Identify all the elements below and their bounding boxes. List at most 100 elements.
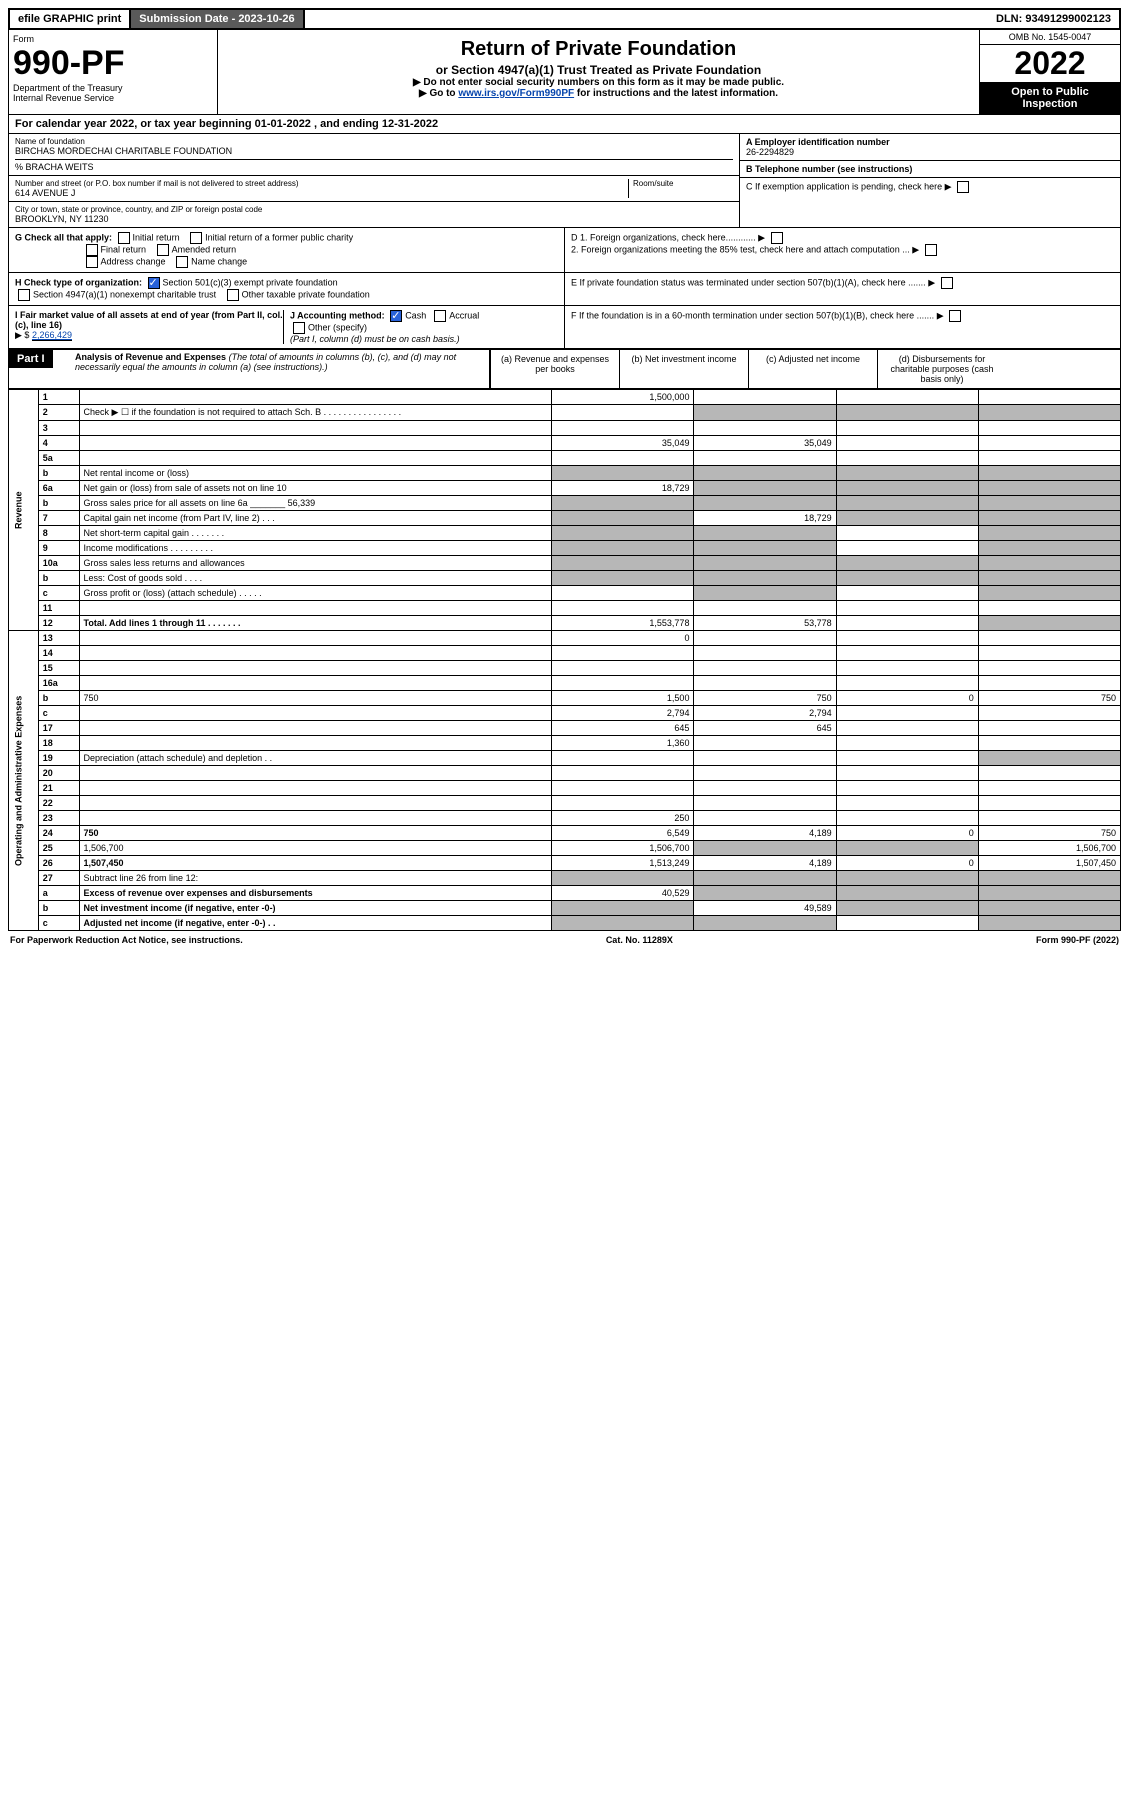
amount-b bbox=[694, 766, 836, 781]
amount-d bbox=[978, 541, 1120, 556]
amount-a bbox=[552, 511, 694, 526]
g-addr-cb[interactable] bbox=[86, 256, 98, 268]
g-initial-cb[interactable] bbox=[118, 232, 130, 244]
h-4947-cb[interactable] bbox=[18, 289, 30, 301]
amount-b bbox=[694, 405, 836, 421]
efile-label[interactable]: efile GRAPHIC print bbox=[10, 10, 131, 28]
amount-d bbox=[978, 781, 1120, 796]
h-other-cb[interactable] bbox=[227, 289, 239, 301]
g-name-cb[interactable] bbox=[176, 256, 188, 268]
line-number: c bbox=[38, 586, 79, 601]
amount-b bbox=[694, 661, 836, 676]
amount-c bbox=[836, 616, 978, 631]
city-state-zip: BROOKLYN, NY 11230 bbox=[15, 214, 733, 224]
calendar-year-row: For calendar year 2022, or tax year begi… bbox=[8, 115, 1121, 134]
amount-d bbox=[978, 556, 1120, 571]
ij-row: I Fair market value of all assets at end… bbox=[8, 306, 1121, 349]
amount-b bbox=[694, 481, 836, 496]
d1-checkbox[interactable] bbox=[771, 232, 783, 244]
amount-a bbox=[552, 796, 694, 811]
line-number: a bbox=[38, 886, 79, 901]
amount-a bbox=[552, 676, 694, 691]
amount-d bbox=[978, 901, 1120, 916]
amount-c bbox=[836, 496, 978, 511]
j-other-cb[interactable] bbox=[293, 322, 305, 334]
line-number: 1 bbox=[38, 390, 79, 405]
amount-c: 0 bbox=[836, 691, 978, 706]
line-number: 16a bbox=[38, 676, 79, 691]
line-description: Depreciation (attach schedule) and deple… bbox=[79, 751, 552, 766]
amount-b bbox=[694, 916, 836, 931]
addr-label: Number and street (or P.O. box number if… bbox=[15, 179, 628, 188]
table-row: cAdjusted net income (if negative, enter… bbox=[9, 916, 1121, 931]
fmv-value[interactable]: 2,266,429 bbox=[32, 330, 72, 341]
amount-d bbox=[978, 405, 1120, 421]
line-description: Income modifications . . . . . . . . . bbox=[79, 541, 552, 556]
line-number: 4 bbox=[38, 436, 79, 451]
amount-a bbox=[552, 916, 694, 931]
table-row: 12Total. Add lines 1 through 11 . . . . … bbox=[9, 616, 1121, 631]
table-row: 251,506,7001,506,7001,506,700 bbox=[9, 841, 1121, 856]
f-checkbox[interactable] bbox=[949, 310, 961, 322]
h-label: H Check type of organization: bbox=[15, 277, 142, 287]
line-description bbox=[79, 781, 552, 796]
line-description: Check ▶ ☐ if the foundation is not requi… bbox=[79, 405, 552, 421]
open-inspection: Open to Public Inspection bbox=[980, 82, 1120, 114]
amount-b bbox=[694, 841, 836, 856]
table-row: b7501,5007500750 bbox=[9, 691, 1121, 706]
line-description bbox=[79, 451, 552, 466]
amount-a bbox=[552, 526, 694, 541]
amount-b bbox=[694, 601, 836, 616]
line-description: Net gain or (loss) from sale of assets n… bbox=[79, 481, 552, 496]
table-row: 16a bbox=[9, 676, 1121, 691]
line-number: 23 bbox=[38, 811, 79, 826]
amount-c bbox=[836, 871, 978, 886]
line-number: 18 bbox=[38, 736, 79, 751]
amount-b bbox=[694, 736, 836, 751]
line-description bbox=[79, 706, 552, 721]
line-description bbox=[79, 631, 552, 646]
g-final-cb[interactable] bbox=[86, 244, 98, 256]
part1-title: Analysis of Revenue and Expenses bbox=[75, 352, 226, 362]
amount-d bbox=[978, 661, 1120, 676]
amount-c bbox=[836, 466, 978, 481]
amount-c: 0 bbox=[836, 826, 978, 841]
amount-c bbox=[836, 661, 978, 676]
amount-b bbox=[694, 466, 836, 481]
e-checkbox[interactable] bbox=[941, 277, 953, 289]
f-label: F If the foundation is in a 60-month ter… bbox=[571, 310, 934, 320]
h-501c3-cb[interactable] bbox=[148, 277, 160, 289]
form-subtitle: or Section 4947(a)(1) Trust Treated as P… bbox=[224, 63, 973, 77]
amount-a: 645 bbox=[552, 721, 694, 736]
amount-c bbox=[836, 586, 978, 601]
line-number: b bbox=[38, 571, 79, 586]
city-label: City or town, state or province, country… bbox=[15, 205, 733, 214]
amount-d bbox=[978, 586, 1120, 601]
line-number: 26 bbox=[38, 856, 79, 871]
amount-d bbox=[978, 616, 1120, 631]
amount-d bbox=[978, 646, 1120, 661]
amount-c bbox=[836, 721, 978, 736]
form-title: Return of Private Foundation bbox=[224, 38, 973, 61]
line-description bbox=[79, 390, 552, 405]
amount-c bbox=[836, 736, 978, 751]
j-cash-cb[interactable] bbox=[390, 310, 402, 322]
line-description bbox=[79, 436, 552, 451]
line-number: 21 bbox=[38, 781, 79, 796]
line-description bbox=[79, 676, 552, 691]
amount-a bbox=[552, 405, 694, 421]
table-row: Revenue11,500,000 bbox=[9, 390, 1121, 405]
j-accrual-cb[interactable] bbox=[434, 310, 446, 322]
amount-b bbox=[694, 646, 836, 661]
g-amended-cb[interactable] bbox=[157, 244, 169, 256]
line-number: 7 bbox=[38, 511, 79, 526]
amount-a bbox=[552, 646, 694, 661]
form-link[interactable]: www.irs.gov/Form990PF bbox=[458, 88, 574, 99]
d2-checkbox[interactable] bbox=[925, 244, 937, 256]
amount-b: 4,189 bbox=[694, 856, 836, 871]
line-number: 6a bbox=[38, 481, 79, 496]
line-description bbox=[79, 811, 552, 826]
g-former-cb[interactable] bbox=[190, 232, 202, 244]
line-description: 750 bbox=[79, 691, 552, 706]
c-checkbox[interactable] bbox=[957, 181, 969, 193]
